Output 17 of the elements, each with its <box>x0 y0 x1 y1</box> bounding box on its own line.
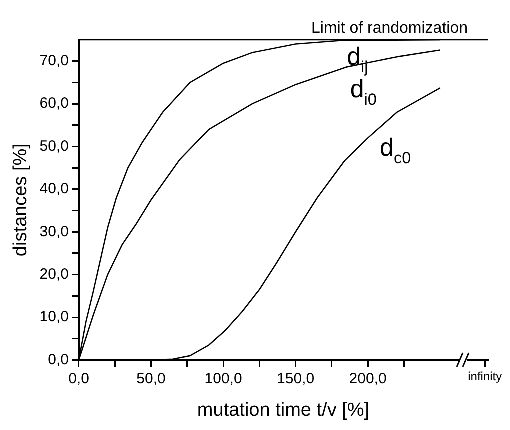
y-tick-label: 50,0 <box>40 138 69 155</box>
ref-line-label: Limit of randomization <box>311 20 468 37</box>
x-tick-label: 0,0 <box>68 370 90 388</box>
y-tick-label: 60,0 <box>40 95 69 112</box>
y-tick-label: 30,0 <box>40 223 69 240</box>
x-tick-label: 150,0 <box>277 370 315 388</box>
x-axis-title: mutation time t/v [%] <box>197 400 370 421</box>
x-tick-label: 100,0 <box>204 370 242 388</box>
y-tick-label: 20,0 <box>40 266 69 283</box>
x-tick-label: 50,0 <box>136 370 166 388</box>
x-tick-label: infinity <box>468 370 502 384</box>
y-tick-label: 40,0 <box>40 180 69 198</box>
x-tick-label: 200,0 <box>349 370 387 388</box>
y-axis-title: distances [%] <box>10 144 32 257</box>
y-tick-label: 70,0 <box>40 52 69 70</box>
y-tick-label: 10,0 <box>40 308 69 326</box>
y-tick-label: 0,0 <box>48 351 69 368</box>
